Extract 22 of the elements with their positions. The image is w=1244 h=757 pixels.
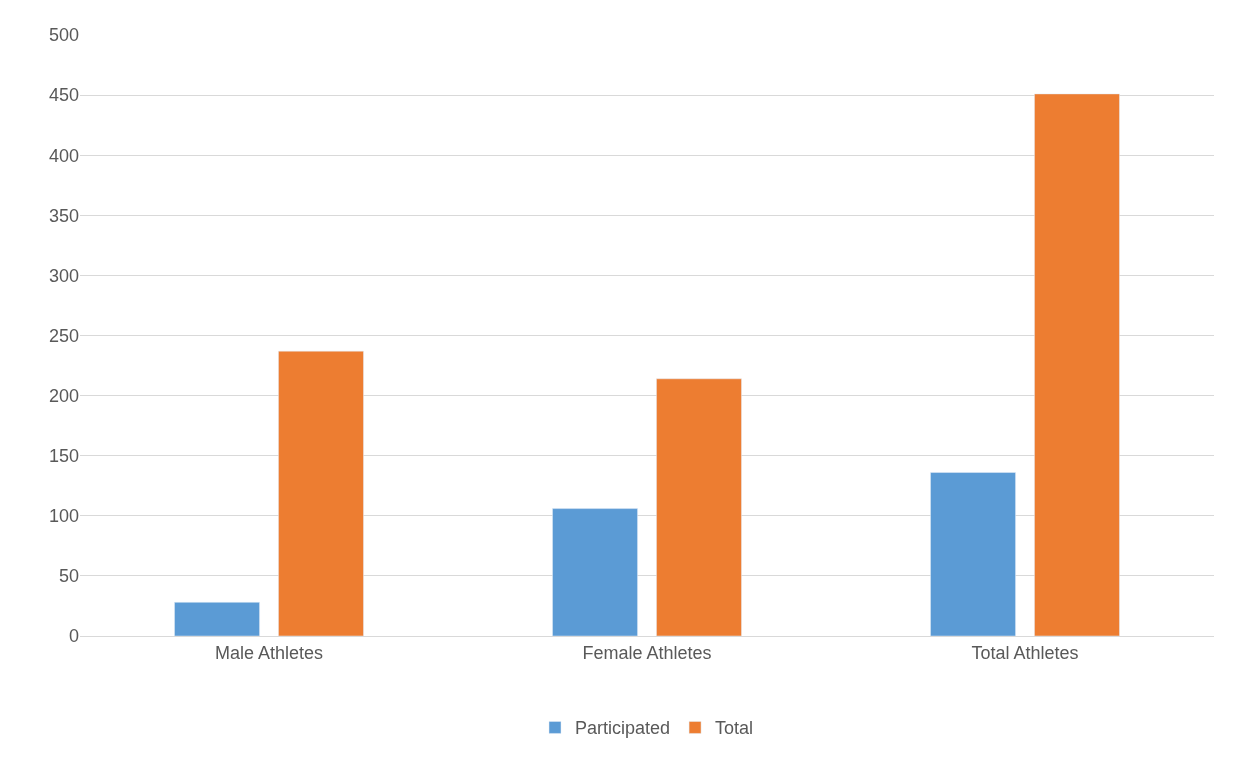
y-tick-label: 200 [48,385,79,406]
x-tick-label: Male Athletes [214,642,324,663]
y-tick-label: 500 [48,25,79,46]
bar [930,472,1016,636]
y-tick-label: 300 [48,265,79,286]
y-tick-label: 400 [48,145,79,166]
y-tick-label: 50 [58,566,79,587]
y-tick-label: 0 [68,626,79,647]
legend-label: Total [715,718,754,739]
y-tick-label: 100 [48,506,79,527]
y-tick-label: 450 [48,85,79,106]
y-tick-label: 150 [48,446,79,466]
bar [278,350,364,636]
bar [552,508,638,636]
bar [1034,93,1120,636]
legend-label: Participated [575,718,671,739]
bar [174,602,260,636]
x-tick-label: Total Athletes [971,642,1079,663]
y-tick-label: 350 [48,205,79,226]
y-tick-label: 250 [48,325,79,346]
x-tick-label: Female Athletes [582,642,712,663]
bar [656,378,742,636]
